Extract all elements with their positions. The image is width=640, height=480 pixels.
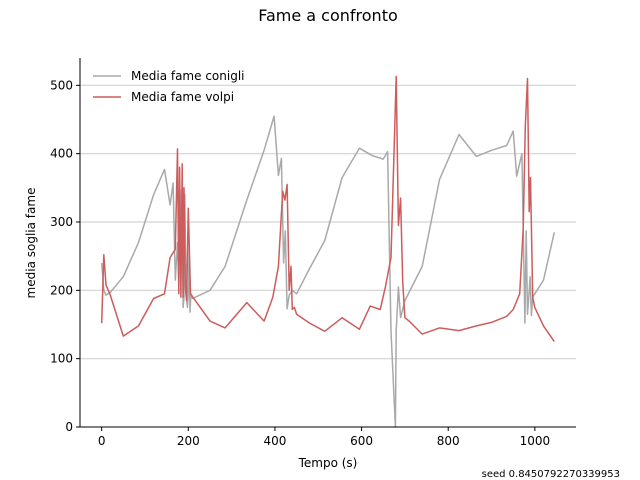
x-tick-label-200: 200 bbox=[177, 434, 200, 448]
y-axis-label: media soglia fame bbox=[24, 188, 38, 299]
y-tick-label-300: 300 bbox=[50, 215, 73, 229]
x-tick-label-0: 0 bbox=[98, 434, 106, 448]
x-tick-label-800: 800 bbox=[437, 434, 460, 448]
seed-annotation: seed 0.8450792270339953 bbox=[482, 469, 620, 480]
y-tick-label-200: 200 bbox=[50, 283, 73, 297]
legend-label-volpi: Media fame volpi bbox=[131, 90, 234, 104]
x-axis-ticks: 0 200 400 600 800 1000 bbox=[98, 427, 550, 448]
y-tick-label-500: 500 bbox=[50, 78, 73, 92]
y-tick-label-100: 100 bbox=[50, 352, 73, 366]
series-line-volpi bbox=[100, 75, 555, 343]
y-axis-ticks: 0 100 200 300 400 500 bbox=[50, 78, 80, 434]
x-axis-label: Tempo (s) bbox=[298, 456, 358, 470]
y-tick-label-400: 400 bbox=[50, 147, 73, 161]
legend: Media fame conigli Media fame volpi bbox=[93, 69, 244, 104]
grid-lines bbox=[80, 84, 576, 360]
y-tick-label-0: 0 bbox=[65, 420, 73, 434]
legend-label-conigli: Media fame conigli bbox=[131, 69, 244, 83]
x-tick-label-600: 600 bbox=[350, 434, 373, 448]
x-tick-label-400: 400 bbox=[263, 434, 286, 448]
series-lines bbox=[100, 75, 556, 428]
x-tick-label-1000: 1000 bbox=[520, 434, 551, 448]
chart-title: Fame a confronto bbox=[258, 6, 398, 25]
